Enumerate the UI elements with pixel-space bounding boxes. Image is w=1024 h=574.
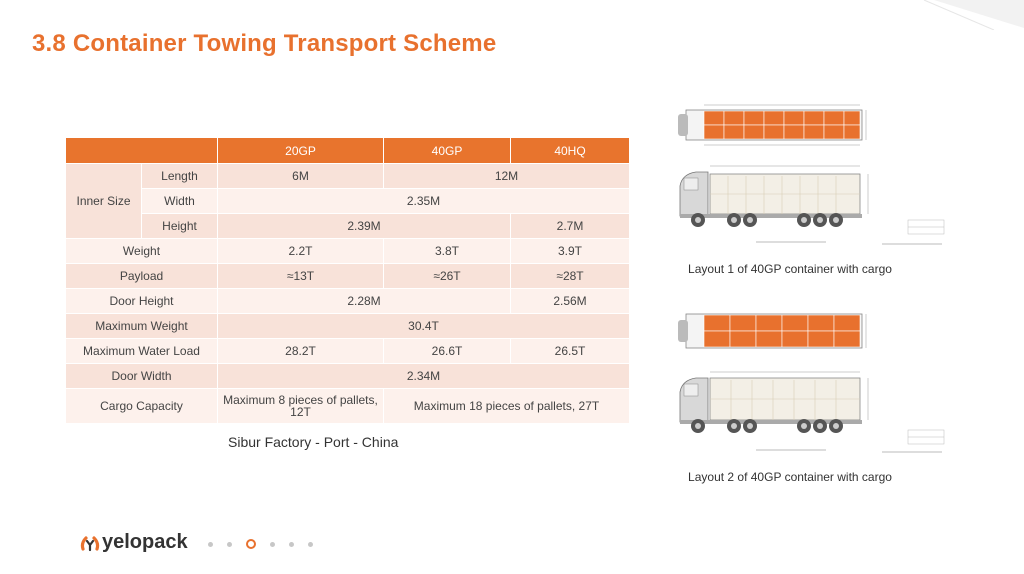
pager-dot[interactable] — [208, 541, 213, 547]
row-label-door-height: Door Height — [65, 288, 218, 314]
cell-max-water-40gp: 26.6T — [383, 338, 511, 364]
table-row-length: Inner Size Length 6M 12M — [65, 163, 630, 239]
layout-1-caption: Layout 1 of 40GP container with cargo — [688, 262, 892, 276]
row-label-length: Length — [141, 163, 218, 189]
table-row-max-weight: Maximum Weight 30.4T — [65, 313, 630, 339]
table-row-width: Width 2.35M — [66, 188, 630, 214]
route-label: Sibur Factory - Port - China — [228, 434, 399, 450]
cell-max-weight-all: 30.4T — [217, 313, 630, 339]
page-title: 3.8 Container Towing Transport Scheme — [32, 30, 497, 57]
top-view — [678, 313, 867, 349]
row-label-height: Height — [141, 213, 218, 239]
pager-dot[interactable] — [308, 541, 313, 547]
cell-weight-20gp: 2.2T — [217, 238, 384, 264]
row-label-width: Width — [141, 188, 218, 214]
pager-dot[interactable] — [227, 541, 232, 547]
side-view — [679, 165, 945, 245]
table-row-door-height: Door Height 2.28M 2.56M — [65, 288, 630, 314]
row-label-max-weight: Maximum Weight — [65, 313, 218, 339]
side-view — [679, 371, 945, 453]
cell-height-40hq: 2.7M — [510, 213, 630, 239]
cell-length-20gp: 6M — [217, 163, 384, 189]
cell-length-40: 12M — [383, 163, 630, 189]
cell-weight-40gp: 3.8T — [383, 238, 511, 264]
cell-width-all: 2.35M — [217, 188, 630, 214]
cell-max-water-40hq: 26.5T — [510, 338, 630, 364]
row-label-cargo: Cargo Capacity — [65, 388, 218, 424]
pager-dot-active[interactable] — [246, 539, 256, 549]
header-cell-empty — [65, 137, 218, 164]
cell-door-height-20-40gp: 2.28M — [217, 288, 511, 314]
table-row-weight: Weight 2.2T 3.8T 3.9T — [65, 238, 630, 264]
table-header-row: 20GP 40GP 40HQ — [65, 137, 630, 164]
cell-payload-40gp: ≈26T — [383, 263, 511, 289]
cell-height-20-40gp: 2.39M — [217, 213, 511, 239]
layout-1-diagram — [678, 104, 945, 245]
cell-door-width-all: 2.34M — [217, 363, 630, 389]
cell-weight-40hq: 3.9T — [510, 238, 630, 264]
cell-cargo-20gp: Maximum 8 pieces of pallets, 12T — [217, 388, 384, 424]
cell-max-water-20gp: 28.2T — [217, 338, 384, 364]
container-spec-table: 20GP 40GP 40HQ Inner Size Length 6M 12M … — [65, 137, 630, 424]
brand-name: yelopack — [102, 531, 188, 553]
cell-cargo-40: Maximum 18 pieces of pallets, 27T — [383, 388, 630, 424]
table-row-height: Height 2.39M 2.7M — [66, 213, 630, 239]
cell-payload-20gp: ≈13T — [217, 263, 384, 289]
table-row-payload: Payload ≈13T ≈26T ≈28T — [65, 263, 630, 289]
slide-pager — [208, 539, 327, 549]
cell-door-height-40hq: 2.56M — [510, 288, 630, 314]
row-label-door-width: Door Width — [65, 363, 218, 389]
header-cell-40gp: 40GP — [383, 137, 511, 164]
top-view — [678, 104, 867, 146]
cell-payload-40hq: ≈28T — [510, 263, 630, 289]
row-label-payload: Payload — [65, 263, 218, 289]
brand-logo: yelopack — [80, 531, 188, 554]
layout-2-diagram — [678, 313, 945, 453]
row-label-inner-size: Inner Size — [65, 163, 142, 239]
header-cell-20gp: 20GP — [217, 137, 384, 164]
table-row-cargo: Cargo Capacity Maximum 8 pieces of palle… — [65, 388, 630, 424]
table-row-max-water: Maximum Water Load 28.2T 26.6T 26.5T — [65, 338, 630, 364]
corner-decoration — [923, 0, 1024, 30]
table-row-door-width: Door Width 2.34M — [65, 363, 630, 389]
row-label-weight: Weight — [65, 238, 218, 264]
brand-mark-icon — [80, 535, 100, 551]
layout-2-caption: Layout 2 of 40GP container with cargo — [688, 470, 892, 484]
pager-dot[interactable] — [270, 541, 275, 547]
header-cell-40hq: 40HQ — [510, 137, 630, 164]
row-label-max-water: Maximum Water Load — [65, 338, 218, 364]
pager-dot[interactable] — [289, 541, 294, 547]
